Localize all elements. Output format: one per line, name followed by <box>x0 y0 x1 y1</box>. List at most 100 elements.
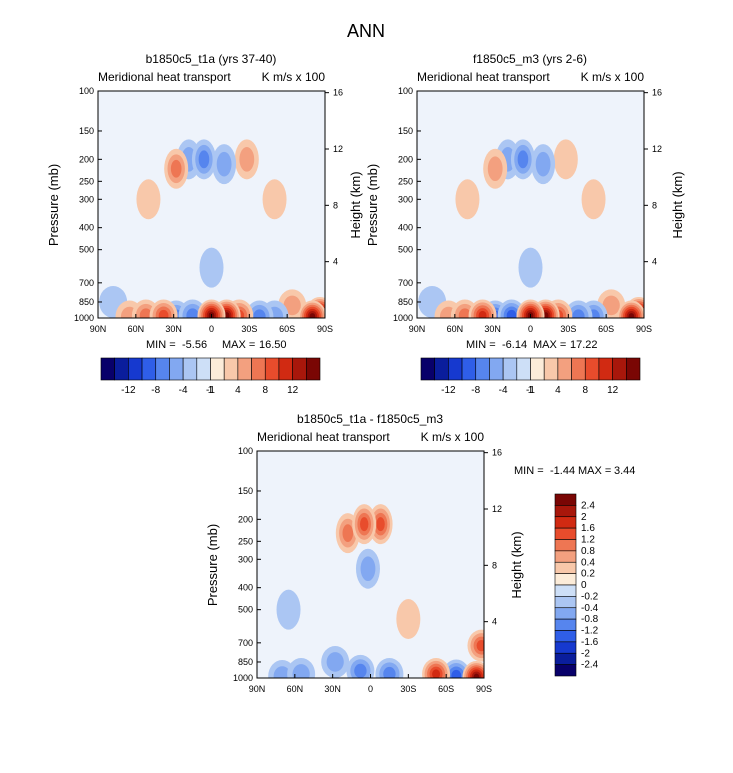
colorbar-box <box>251 357 266 381</box>
colorbar-label: 1.2 <box>581 535 595 546</box>
panel-subtitle-right: K m/s x 100 <box>262 70 326 84</box>
contour-cell <box>283 295 301 316</box>
colorbar-label: -1 <box>206 385 215 396</box>
y-right-tick-label: 12 <box>652 144 662 154</box>
panel-title: b1850c5_t1a (yrs 37-40) <box>146 52 277 66</box>
x-tick-label: 30N <box>165 324 182 334</box>
contour-cell <box>455 179 480 220</box>
colorbar-label: 1 <box>528 385 534 396</box>
min-label: MIN = <box>466 339 496 351</box>
colorbar-box <box>169 357 184 381</box>
contour-cell <box>354 663 367 678</box>
colorbar-label: 1.6 <box>581 523 595 534</box>
colorbar-box <box>554 539 577 552</box>
colorbar-label: -2.4 <box>581 660 599 671</box>
max-label: MAX = <box>533 339 566 351</box>
y-tick-label: 150 <box>79 126 94 136</box>
contour-cell <box>396 599 421 640</box>
colorbar-box <box>182 357 198 381</box>
y-right-tick-label: 12 <box>333 144 343 154</box>
y-tick-label: 200 <box>79 154 94 164</box>
colorbar-label: 0.2 <box>581 569 595 580</box>
x-tick-label: 30S <box>400 684 416 694</box>
y-tick-label: 1000 <box>233 673 253 683</box>
contour-cell <box>216 151 232 177</box>
contour-cell <box>139 308 153 318</box>
colorbar-box <box>196 357 211 381</box>
colorbar-label: -0.8 <box>581 614 599 625</box>
colorbar-label: -8 <box>471 385 480 396</box>
contour-cell <box>198 150 210 169</box>
plot-area <box>98 91 325 318</box>
x-tick-label: 90N <box>249 684 266 694</box>
colorbar-box <box>571 357 586 381</box>
y-right-tick-label: 16 <box>333 88 343 98</box>
colorbar-label: 12 <box>287 385 299 396</box>
y-axis-right-label: Height (km) <box>348 171 363 238</box>
colorbar-box <box>598 357 613 381</box>
y-tick-label: 300 <box>79 194 94 204</box>
x-tick-label: 30N <box>324 684 341 694</box>
y-right-tick-label: 4 <box>492 617 497 627</box>
y-axis-right-label: Height (km) <box>509 531 524 598</box>
y-tick-label: 100 <box>238 446 253 456</box>
contour-cell <box>602 295 620 316</box>
colorbar-box <box>461 357 477 381</box>
y-right-tick-label: 8 <box>492 560 497 570</box>
min-label: MIN = <box>514 465 544 477</box>
panel-subtitle-right: K m/s x 100 <box>421 430 485 444</box>
x-tick-label: 30S <box>241 324 257 334</box>
colorbar-box <box>554 561 577 574</box>
y-tick-label: 850 <box>79 297 94 307</box>
y-tick-label: 700 <box>398 278 413 288</box>
contour-cell <box>517 150 529 169</box>
colorbar-box <box>554 527 577 540</box>
max-label: MAX = <box>578 465 611 477</box>
x-tick-label: 90S <box>476 684 492 694</box>
colorbar-box <box>306 357 321 381</box>
colorbar-box <box>155 357 170 381</box>
colorbar-label: -0.4 <box>581 603 599 614</box>
colorbar-box <box>114 357 129 381</box>
contour-cell <box>518 247 543 288</box>
y-right-tick-label: 16 <box>652 88 662 98</box>
colorbar-label: -12 <box>121 385 136 396</box>
x-tick-label: 90N <box>90 324 107 334</box>
y-tick-label: 400 <box>398 223 413 233</box>
y-axis-label: Pressure (mb) <box>205 524 220 606</box>
y-right-tick-label: 8 <box>652 200 657 210</box>
y-tick-label: 1000 <box>74 313 94 323</box>
colorbar-label: 4 <box>555 385 561 396</box>
contour-cell <box>253 309 266 318</box>
colorbar-box <box>554 596 577 609</box>
contour-cell <box>478 310 487 318</box>
max-value: 17.22 <box>570 339 598 351</box>
panel-subtitle-left: Meridional heat transport <box>98 70 231 84</box>
colorbar-label: -1 <box>526 385 535 396</box>
colorbar-box <box>141 357 157 381</box>
colorbar: -12 -8 -4 -11 4 8 12 <box>100 357 321 396</box>
y-tick-label: 850 <box>398 297 413 307</box>
y-tick-label: 150 <box>238 486 253 496</box>
contour-cell <box>342 524 354 543</box>
x-tick-label: 90S <box>317 324 333 334</box>
y-tick-label: 500 <box>79 245 94 255</box>
panel-0: b1850c5_t1a (yrs 37-40) Meridional heat … <box>46 52 363 396</box>
colorbar-label: 0 <box>581 580 587 591</box>
y-tick-label: 850 <box>238 657 253 667</box>
colorbar-label: 8 <box>262 385 268 396</box>
y-axis-right-label: Height (km) <box>670 171 685 238</box>
colorbar-box <box>420 357 435 381</box>
contour-cell <box>476 640 484 652</box>
colorbar-label: 4 <box>235 385 241 396</box>
contour-cell <box>170 159 182 178</box>
colorbar-box <box>128 357 143 381</box>
x-tick-label: 0 <box>209 324 214 334</box>
colorbar: -12 -8 -4 -11 4 8 12 <box>420 357 641 396</box>
panel-2: b1850c5_t1a - f1850c5_m3 Meridional heat… <box>205 412 635 694</box>
colorbar-box <box>223 357 239 381</box>
colorbar-box <box>554 573 577 586</box>
colorbar-box <box>292 357 307 381</box>
y-tick-label: 300 <box>238 554 253 564</box>
